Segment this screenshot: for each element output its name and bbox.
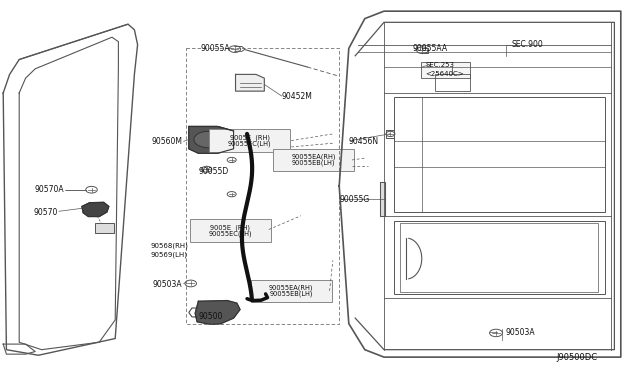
- Text: 90055EB(LH): 90055EB(LH): [292, 160, 335, 166]
- Text: 90055EB(LH): 90055EB(LH): [269, 291, 313, 297]
- Text: 90570: 90570: [33, 208, 58, 217]
- Bar: [394, 97, 605, 212]
- Text: 90055EA(RH): 90055EA(RH): [269, 285, 314, 291]
- Text: 90570A: 90570A: [35, 185, 64, 194]
- Text: 90055D: 90055D: [198, 167, 228, 176]
- Text: 90456N: 90456N: [349, 137, 379, 146]
- FancyBboxPatch shape: [190, 219, 271, 242]
- Text: 90503A: 90503A: [153, 280, 182, 289]
- Polygon shape: [380, 182, 385, 216]
- Text: 90503A: 90503A: [506, 328, 535, 337]
- Text: 90055EC(LH): 90055EC(LH): [228, 140, 271, 147]
- Text: 90055EC(LH): 90055EC(LH): [209, 230, 252, 237]
- Text: 90055A: 90055A: [201, 44, 230, 53]
- Bar: [95, 223, 114, 233]
- Text: 90452M: 90452M: [282, 92, 312, 101]
- Text: 9005E  (RH): 9005E (RH): [230, 134, 269, 141]
- Text: J90500DC: J90500DC: [557, 353, 598, 362]
- Text: 90568(RH): 90568(RH): [150, 242, 188, 249]
- Text: 9005E  (RH): 9005E (RH): [211, 224, 250, 231]
- Bar: [435, 74, 470, 91]
- FancyBboxPatch shape: [251, 280, 332, 302]
- Text: SEC.900: SEC.900: [512, 40, 544, 49]
- FancyBboxPatch shape: [209, 129, 290, 152]
- Polygon shape: [236, 74, 264, 91]
- Text: 90055G: 90055G: [339, 195, 369, 203]
- Circle shape: [194, 131, 222, 148]
- Text: 90560M: 90560M: [152, 137, 182, 146]
- Polygon shape: [189, 126, 234, 153]
- Text: SEC.253: SEC.253: [426, 62, 454, 68]
- Bar: [400, 223, 598, 292]
- Text: 90055AA: 90055AA: [413, 44, 448, 53]
- Polygon shape: [195, 301, 240, 324]
- Text: 90500: 90500: [198, 312, 223, 321]
- Text: <25640C>: <25640C>: [426, 71, 464, 77]
- Text: 90055EA(RH): 90055EA(RH): [291, 154, 336, 160]
- Text: 90569(LH): 90569(LH): [150, 251, 188, 258]
- Bar: [394, 221, 605, 294]
- FancyBboxPatch shape: [273, 149, 354, 171]
- Polygon shape: [82, 202, 109, 217]
- FancyBboxPatch shape: [421, 62, 470, 78]
